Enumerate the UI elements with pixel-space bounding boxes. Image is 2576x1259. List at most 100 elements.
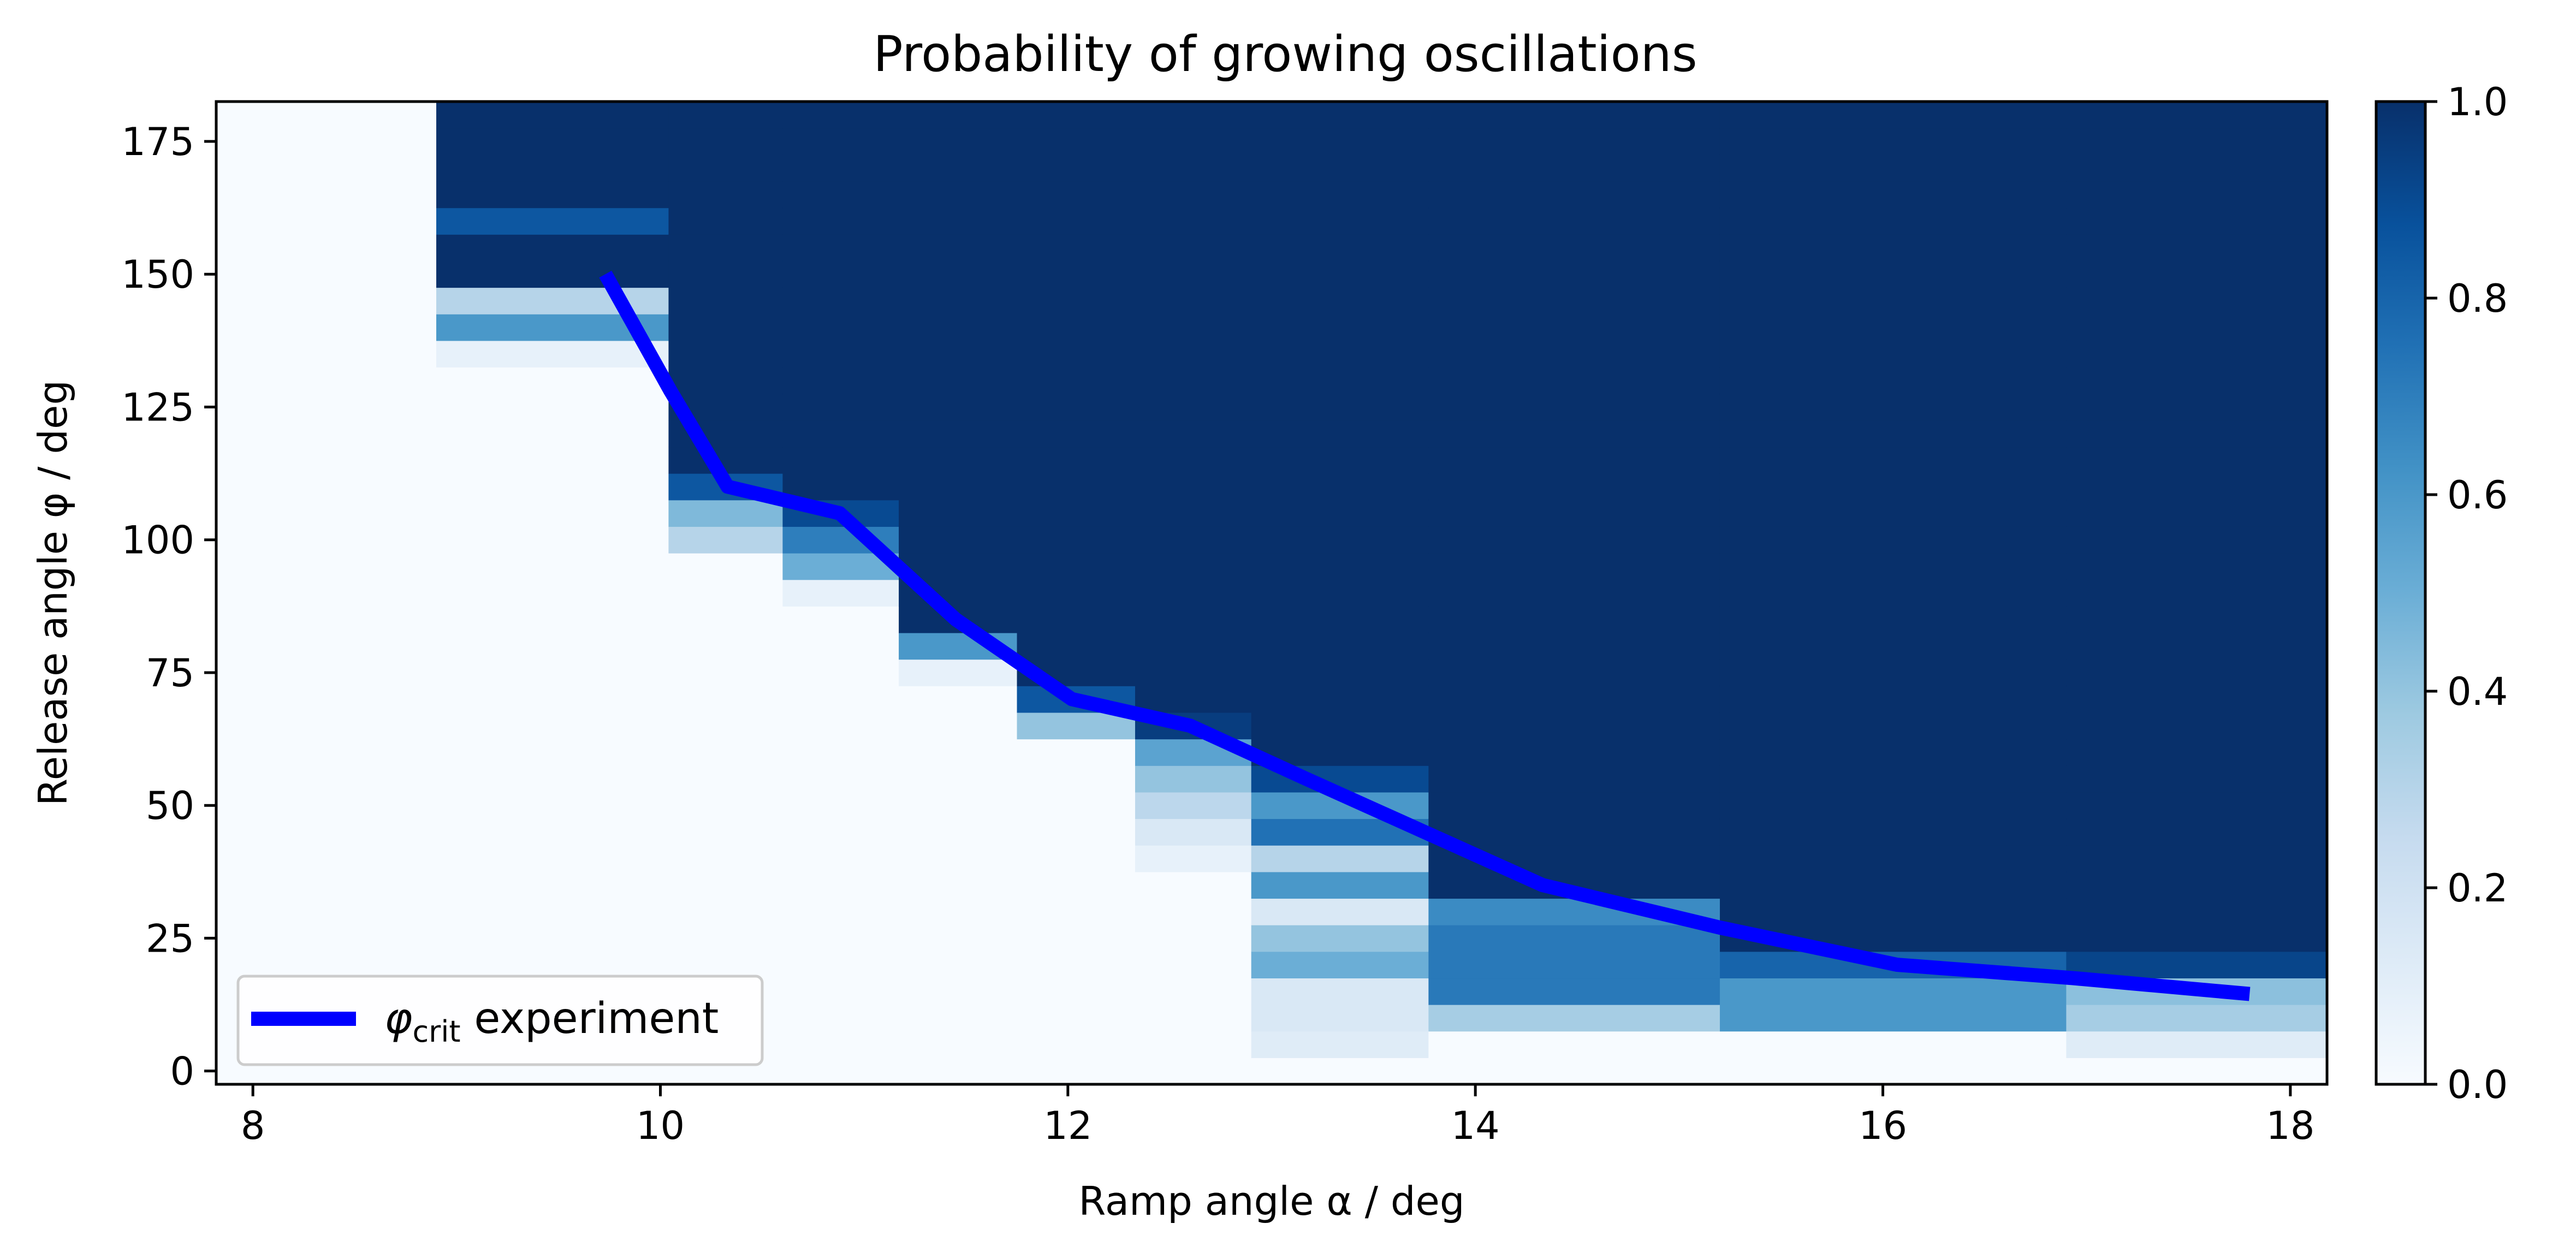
heatmap-cell-c3-r160	[782, 207, 899, 235]
heatmap-cell-c5-r110	[1017, 473, 1136, 501]
heatmap-cell-c7-r160	[1251, 207, 1429, 235]
heatmap-cell-c6-r150	[1135, 260, 1252, 288]
heatmap-cell-c9-r155	[1719, 234, 2067, 262]
heatmap-cell-c7-r25	[1251, 925, 1429, 952]
heatmap-cell-c3-r145	[782, 287, 899, 314]
heatmap-cell-c4-r20	[899, 951, 1018, 979]
heatmap-cell-c10-r125	[2066, 394, 2328, 421]
heatmap-cell-c0-r160	[216, 207, 437, 235]
y-axis: 0 25 50 75 100 125 150 175	[121, 120, 216, 1094]
heatmap-cell-c4-r125	[899, 394, 1018, 421]
heatmap-cell-c6-r105	[1135, 500, 1252, 527]
heatmap-cell-c1-r125	[436, 394, 669, 421]
heatmap-cell-c10-r30	[2066, 898, 2328, 925]
heatmap-cell-c2-r85	[668, 606, 784, 633]
heatmap-cell-c5-r130	[1017, 367, 1136, 394]
heatmap-cell-c5-r170	[1017, 155, 1136, 182]
heatmap-cell-c6-r140	[1135, 314, 1252, 341]
heatmap-cell-c9-r75	[1719, 659, 2067, 686]
heatmap-cell-c8-r45	[1428, 818, 1720, 846]
heatmap-cell-c4-r15	[899, 978, 1018, 1005]
y-tick-label: 25	[146, 916, 194, 961]
heatmap-cell-c1-r110	[436, 473, 669, 501]
heatmap-cell-c8-r165	[1428, 181, 1720, 209]
heatmap-cell-c9-r90	[1719, 579, 2067, 607]
heatmap-cell-c8-r80	[1428, 632, 1720, 660]
heatmap-cell-c7-r15	[1251, 978, 1429, 1005]
heatmap-cell-c8-r70	[1428, 686, 1720, 713]
heatmap-cell-c4-r60	[899, 739, 1018, 766]
heatmap-cell-c0-r50	[216, 792, 437, 819]
heatmap-cell-c8-r95	[1428, 553, 1720, 580]
heatmap-cell-c4-r65	[899, 712, 1018, 740]
heatmap-cell-c4-r110	[899, 473, 1018, 501]
heatmap-cell-c3-r15	[782, 978, 899, 1005]
heatmap-cell-c0-r25	[216, 925, 437, 952]
heatmap-cell-c10-r110	[2066, 473, 2328, 501]
heatmap-cell-c1-r105	[436, 500, 669, 527]
heatmap-cell-c9-r160	[1719, 207, 2067, 235]
heatmap-cell-c10-r180	[2066, 102, 2328, 129]
heatmap-cell-c3-r70	[782, 686, 899, 713]
heatmap-cell-c5-r55	[1017, 765, 1136, 793]
heatmap-cell-c6-r115	[1135, 447, 1252, 474]
heatmap-cell-c8-r180	[1428, 102, 1720, 129]
heatmap-cell-c8-r140	[1428, 314, 1720, 341]
heatmap-cell-c10-r35	[2066, 871, 2328, 899]
heatmap-cell-c10-r10	[2066, 1005, 2328, 1032]
heatmap-cell-c10-r155	[2066, 234, 2328, 262]
x-tick-label: 14	[1451, 1103, 1500, 1148]
heatmap-cell-c3-r125	[782, 394, 899, 421]
heatmap-cell-c8-r150	[1428, 260, 1720, 288]
heatmap-cell-c5-r165	[1017, 181, 1136, 209]
legend-symbol: φ	[384, 994, 412, 1043]
heatmap-cell-c9-r65	[1719, 712, 2067, 740]
heatmap-cell-c7-r100	[1251, 526, 1429, 554]
colorbar-tick-label: 0.2	[2447, 866, 2508, 911]
heatmap-cell-c1-r150	[436, 260, 669, 288]
heatmap-cell-c5-r80	[1017, 632, 1136, 660]
heatmap-cell-c10-r75	[2066, 659, 2328, 686]
heatmap-cell-c6-r160	[1135, 207, 1252, 235]
heatmap-cell-c8-r25	[1428, 925, 1720, 952]
heatmap-cell-c4-r145	[899, 287, 1018, 314]
heatmap-cell-c3-r10	[782, 1005, 899, 1032]
x-tick-label: 8	[241, 1103, 265, 1148]
heatmap-cell-c10-r145	[2066, 287, 2328, 314]
heatmap-cell-c1-r155	[436, 234, 669, 262]
heatmap-cell-c6-r0	[1135, 1058, 1252, 1085]
heatmap-cell-c10-r175	[2066, 128, 2328, 155]
heatmap-cell-c8-r135	[1428, 340, 1720, 368]
heatmap-cell-c4-r75	[899, 659, 1018, 686]
heatmap-cell-c9-r125	[1719, 394, 2067, 421]
heatmap-cell-c3-r25	[782, 925, 899, 952]
heatmap-cell-c4-r30	[899, 898, 1018, 925]
heatmap-cell-c6-r175	[1135, 128, 1252, 155]
heatmap-cell-c7-r80	[1251, 632, 1429, 660]
heatmap-cell-c6-r80	[1135, 632, 1252, 660]
heatmap-cell-c7-r10	[1251, 1005, 1429, 1032]
colorbar	[2375, 100, 2427, 1086]
heatmap-cell-c2-r180	[668, 102, 784, 129]
heatmap-cell-c9-r15	[1719, 978, 2067, 1005]
heatmap-cell-c7-r30	[1251, 898, 1429, 925]
heatmap-cell-c1-r100	[436, 526, 669, 554]
heatmap-cell-c9-r95	[1719, 553, 2067, 580]
heatmap-cell-c9-r35	[1719, 871, 2067, 899]
heatmap-cell-c8-r105	[1428, 500, 1720, 527]
heatmap-cell-c6-r5	[1135, 1031, 1252, 1058]
heatmap-cell-c1-r40	[436, 845, 669, 872]
heatmap-cell-c1-r30	[436, 898, 669, 925]
heatmap-cell-c8-r65	[1428, 712, 1720, 740]
heatmap-cell-c1-r75	[436, 659, 669, 686]
y-tick-label: 175	[121, 120, 194, 164]
heatmap-cell-c9-r165	[1719, 181, 2067, 209]
heatmap-cell-c5-r100	[1017, 526, 1136, 554]
heatmap-cell-c2-r140	[668, 314, 784, 341]
heatmap-cell-c6-r180	[1135, 102, 1252, 129]
y-tick-label: 50	[146, 783, 194, 828]
heatmap-cell-c1-r70	[436, 686, 669, 713]
heatmap-cell-c9-r50	[1719, 792, 2067, 819]
heatmap-cell-c5-r150	[1017, 260, 1136, 288]
heatmap-cell-c8-r20	[1428, 951, 1720, 979]
